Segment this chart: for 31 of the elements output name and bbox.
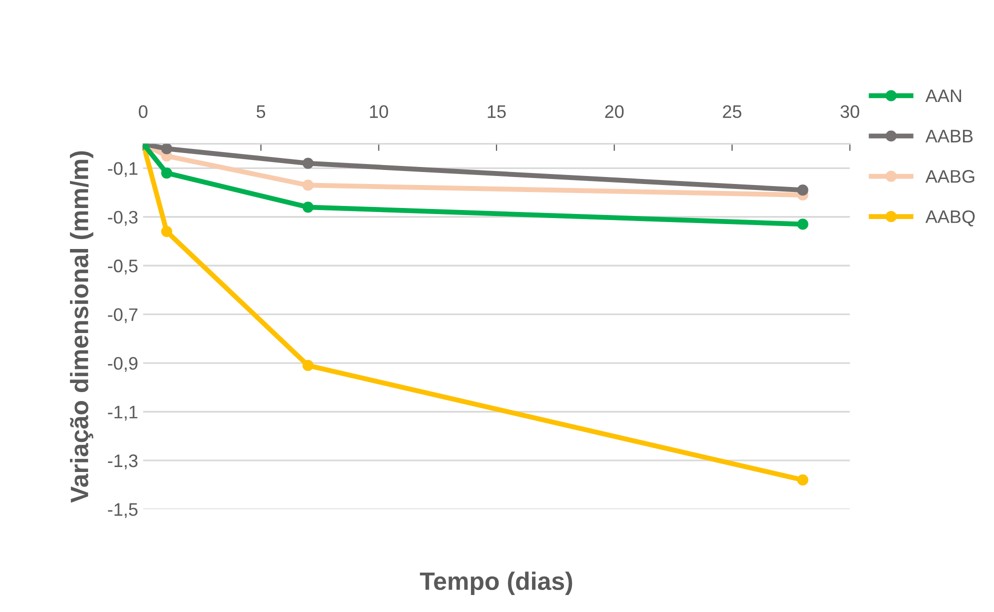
x-tick-label: 10	[370, 105, 388, 118]
legend-label: AABQ	[925, 210, 975, 226]
point	[161, 226, 172, 238]
x-tick-label: 30	[840, 105, 860, 118]
y-tick-label: -0,7	[108, 308, 138, 324]
x-tick-label: 20	[605, 105, 624, 118]
x-tick-label: 5	[256, 105, 266, 118]
y-tick-label: -0,5	[108, 260, 138, 274]
x-tick-label: 25	[722, 105, 742, 118]
y-axis-title: Variação dimensional (mm/m)	[70, 151, 94, 503]
x-tick-label: 0	[138, 105, 148, 118]
legend-label: AABB	[925, 130, 973, 142]
point	[302, 180, 314, 191]
point	[797, 184, 808, 196]
point	[302, 158, 314, 169]
legend-label: AAN	[925, 90, 962, 102]
y-tick-label: -1,3	[108, 454, 138, 470]
y-tick-label: -0,3	[108, 210, 138, 226]
point	[797, 218, 808, 230]
point	[797, 474, 808, 486]
x-tick-label: 15	[488, 105, 506, 118]
point	[161, 167, 172, 179]
y-tick-label: -1,1	[108, 406, 138, 421]
y-tick-label: -0,9	[108, 356, 138, 372]
point	[302, 202, 314, 213]
y-tick-label: -0,1	[108, 162, 138, 178]
point	[302, 360, 314, 372]
x-axis-title: Tempo (dias)	[420, 572, 572, 595]
y-tick-label: -1,5	[108, 503, 138, 518]
point	[161, 144, 172, 154]
legend-label: AABG	[925, 170, 974, 183]
